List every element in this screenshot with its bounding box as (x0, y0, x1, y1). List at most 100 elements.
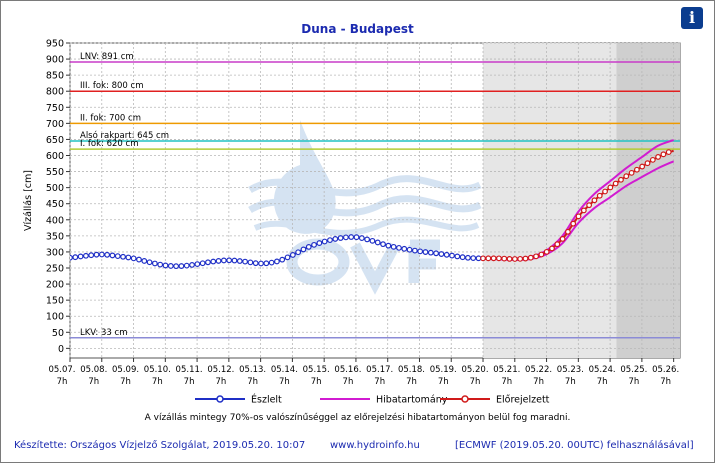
x-tick-date: 05.23. (557, 365, 584, 375)
observed-point (162, 262, 169, 269)
x-tick-hour: 7h (215, 377, 226, 387)
x-tick-date: 05.17. (366, 365, 393, 375)
x-tick-hour: 7h (120, 377, 131, 387)
observed-point (327, 237, 333, 243)
observed-point (274, 258, 280, 265)
observed-point (258, 260, 264, 267)
legend-label-observed: Észlelt (251, 394, 282, 406)
observed-point (449, 252, 455, 259)
y-tick-label: 450 (46, 199, 64, 210)
forecast-point (580, 207, 587, 214)
observed-point (470, 255, 477, 262)
observed-point (194, 261, 201, 268)
x-tick-date: 05.24. (589, 365, 616, 375)
forecast-point (554, 241, 561, 248)
threshold-label: Alsó rakpart: 645 cm (80, 130, 169, 141)
y-tick-label: 0 (58, 344, 64, 355)
footer-website-link[interactable]: www.hydroinfo.hu (330, 440, 420, 451)
x-tick-hour: 7h (57, 377, 68, 387)
x-tick-date: 05.22. (525, 365, 552, 375)
observed-point (173, 263, 180, 270)
observed-point (390, 243, 397, 250)
threshold-label: III. fok: 800 cm (80, 81, 143, 91)
observed-point (125, 254, 132, 261)
chart-title: Duna - Budapest (301, 22, 414, 36)
x-tick-hour: 7h (597, 377, 608, 387)
x-tick-hour: 7h (279, 377, 290, 387)
observed-point (358, 235, 365, 241)
observed-point (417, 248, 424, 255)
observed-point (385, 242, 392, 249)
observed-point (454, 253, 461, 260)
observed-point (199, 260, 206, 267)
observed-point (178, 263, 185, 269)
y-tick-label: 100 (46, 312, 64, 323)
observed-point (146, 259, 153, 266)
forecast-point (602, 188, 608, 195)
forecast-point (612, 180, 619, 187)
legend-marker-forecast (461, 395, 469, 403)
observed-point (151, 260, 158, 267)
observed-point (422, 249, 429, 255)
forecast-point (543, 248, 550, 255)
forecast-point (596, 192, 603, 199)
y-axis-label: Vízállás [cm] (23, 170, 34, 231)
x-tick-hour: 7h (311, 377, 322, 387)
legend-label-range: Hibatartomány (376, 395, 448, 406)
probability-note: A vízállás mintegy 70%-os valószínűségge… (144, 413, 571, 423)
threshold-label: LNV: 891 cm (80, 52, 134, 62)
observed-point (114, 253, 121, 260)
info-button[interactable]: i (681, 7, 703, 29)
observed-point (236, 258, 243, 264)
y-tick-label: 550 (46, 167, 64, 178)
observed-point (396, 244, 402, 251)
observed-point (279, 256, 286, 263)
x-tick-hour: 7h (343, 377, 354, 387)
x-tick-hour: 7h (533, 377, 544, 387)
observed-point (167, 263, 174, 269)
x-tick-date: 05.19. (430, 365, 457, 375)
forecast-point (485, 255, 492, 262)
forecast-shade-dark (616, 43, 680, 358)
observed-point (289, 252, 296, 258)
forecast-point (607, 184, 614, 191)
forecast-point (559, 235, 566, 242)
y-tick-label: 850 (46, 71, 64, 82)
forecast-point (628, 169, 635, 176)
x-tick-date: 05.14. (271, 365, 298, 375)
observed-point (406, 246, 413, 253)
y-tick-label: 700 (46, 119, 64, 130)
observed-point (120, 253, 126, 260)
y-tick-label: 150 (46, 296, 64, 307)
observed-point (70, 254, 73, 261)
observed-point (353, 234, 360, 241)
forecast-point (533, 253, 539, 260)
x-tick-date: 05.11. (176, 365, 203, 375)
y-tick-label: 750 (46, 103, 64, 114)
observed-point (337, 235, 344, 241)
observed-point (77, 253, 84, 260)
observed-point (411, 247, 418, 254)
observed-point (98, 251, 105, 258)
observed-point (104, 251, 111, 258)
observed-point (210, 258, 217, 265)
observed-point (157, 261, 164, 268)
y-tick-label: 650 (46, 135, 64, 146)
x-tick-hour: 7h (374, 377, 385, 387)
forecast-point (570, 220, 577, 227)
forecast-point (586, 202, 593, 209)
forecast-point (517, 255, 524, 262)
x-tick-date: 05.13. (239, 365, 266, 375)
footer-source: [ECMWF (2019.05.20. 00UTC) felhasználásá… (455, 440, 694, 451)
forecast-point (538, 251, 545, 258)
observed-point (252, 260, 259, 267)
x-tick-date: 05.18. (398, 365, 425, 375)
forecast-point (490, 255, 497, 262)
x-tick-date: 05.26. (652, 365, 679, 375)
observed-point (284, 254, 291, 261)
x-tick-date: 05.16. (334, 365, 361, 375)
forecast-point (633, 166, 640, 173)
x-tick-date: 05.21. (493, 365, 520, 375)
y-tick-label: 600 (46, 151, 64, 162)
observed-point (231, 257, 238, 264)
